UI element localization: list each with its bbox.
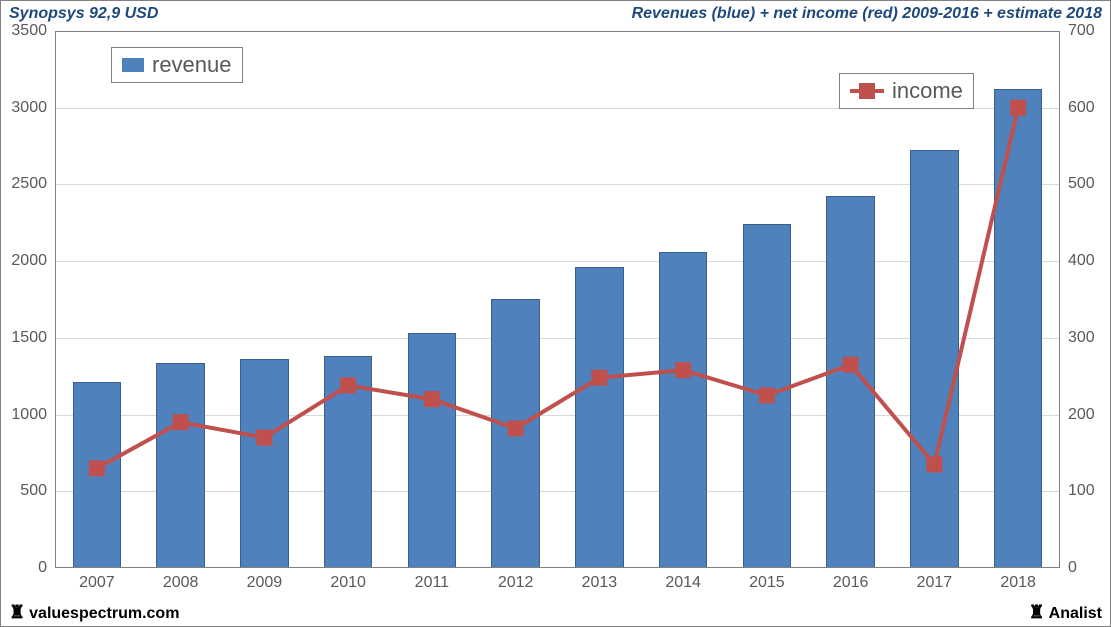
chart-footer: ♜valuespectrum.com ♜Analist <box>1 600 1110 626</box>
y-right-tick: 500 <box>1060 175 1095 193</box>
income-marker <box>340 377 356 393</box>
rook-icon: ♜ <box>1029 602 1045 622</box>
income-marker <box>591 370 607 386</box>
income-marker <box>508 420 524 436</box>
chart-plot-area: 0500100015002000250030003500010020030040… <box>55 31 1060 568</box>
income-line <box>55 31 1060 568</box>
rook-icon: ♜ <box>9 602 25 622</box>
y-left-tick: 3500 <box>11 22 55 40</box>
x-tick: 2013 <box>582 568 618 592</box>
footer-left-text: valuespectrum.com <box>29 605 179 622</box>
legend-income-swatch <box>850 83 884 99</box>
x-tick: 2017 <box>917 568 953 592</box>
footer-right-text: Analist <box>1049 605 1102 622</box>
income-marker <box>675 362 691 378</box>
y-right-tick: 700 <box>1060 22 1095 40</box>
x-tick: 2015 <box>749 568 785 592</box>
income-marker <box>1010 100 1026 116</box>
y-left-tick: 1500 <box>11 329 55 347</box>
income-marker <box>424 391 440 407</box>
income-marker <box>89 460 105 476</box>
y-left-tick: 1000 <box>11 406 55 424</box>
x-tick: 2011 <box>415 568 449 592</box>
y-right-tick: 200 <box>1060 406 1095 424</box>
chart-header: Synopsys 92,9 USD Revenues (blue) + net … <box>1 1 1110 26</box>
x-tick: 2009 <box>247 568 283 592</box>
x-tick: 2008 <box>163 568 199 592</box>
y-left-tick: 0 <box>38 559 55 577</box>
y-right-tick: 100 <box>1060 482 1095 500</box>
income-marker <box>173 414 189 430</box>
income-marker <box>843 357 859 373</box>
income-marker <box>926 456 942 472</box>
x-tick: 2007 <box>79 568 115 592</box>
y-left-tick: 2500 <box>11 175 55 193</box>
footer-right: ♜Analist <box>1029 603 1102 623</box>
y-right-tick: 600 <box>1060 99 1095 117</box>
x-tick: 2018 <box>1000 568 1036 592</box>
y-right-tick: 0 <box>1060 559 1077 577</box>
x-tick: 2010 <box>330 568 366 592</box>
footer-left: ♜valuespectrum.com <box>9 603 179 623</box>
legend-revenue-swatch <box>122 58 144 72</box>
legend-income-label: income <box>892 78 963 104</box>
x-tick: 2012 <box>498 568 534 592</box>
legend-income: income <box>839 73 974 109</box>
header-right: Revenues (blue) + net income (red) 2009-… <box>632 5 1102 23</box>
y-right-tick: 300 <box>1060 329 1095 347</box>
x-tick: 2014 <box>665 568 701 592</box>
header-left: Synopsys 92,9 USD <box>9 5 158 23</box>
legend-revenue: revenue <box>111 47 243 83</box>
y-left-tick: 2000 <box>11 252 55 270</box>
y-left-tick: 3000 <box>11 99 55 117</box>
y-left-tick: 500 <box>20 482 55 500</box>
y-right-tick: 400 <box>1060 252 1095 270</box>
x-tick: 2016 <box>833 568 869 592</box>
income-marker <box>759 387 775 403</box>
legend-revenue-label: revenue <box>152 52 232 78</box>
income-marker <box>256 430 272 446</box>
